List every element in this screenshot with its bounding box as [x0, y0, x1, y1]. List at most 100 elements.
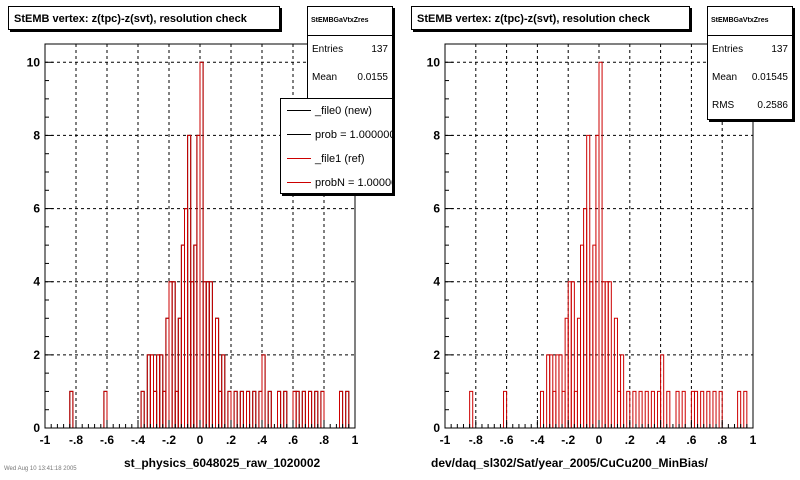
histogram-bin-27	[626, 390, 631, 428]
histogram-bin-39	[301, 390, 306, 428]
stats-rms-row: RMS 0.2586	[708, 92, 792, 120]
x-tick-label-3: -.4	[530, 433, 544, 447]
x-tick-label-9: .8	[717, 433, 727, 447]
timestamp-note: Wed Aug 10 13:41:18 2005	[4, 466, 77, 472]
stats-rms-value: 0.2586	[757, 100, 788, 111]
y-tick-label-5: 10	[27, 55, 41, 69]
histogram-bin-11	[570, 281, 575, 428]
histogram-bin-0	[469, 390, 474, 428]
y-tick-label-2: 4	[433, 275, 440, 289]
histogram-bin-43	[737, 390, 742, 428]
histogram-bin-38	[295, 390, 300, 428]
legend-entry-ref: _file1 (ref)	[281, 147, 392, 171]
legend-label-probn: probN = 1.000000	[315, 177, 392, 189]
x-tick-label-2: -.6	[100, 433, 114, 447]
x-tick-label-10: 1	[352, 433, 359, 447]
histogram-bin-35	[675, 390, 680, 428]
histogram-bin-28	[233, 390, 238, 428]
histogram-bin-26	[221, 354, 226, 428]
histogram-bin-36	[283, 390, 288, 428]
x-tick-label-6: .2	[226, 433, 236, 447]
histogram-bin-42	[320, 390, 325, 428]
x-tick-label-9: .8	[319, 433, 329, 447]
histogram-bin-26	[620, 354, 625, 428]
histogram-bin-41	[712, 390, 717, 428]
x-axis-title: st_physics_6048025_raw_1020002	[124, 456, 321, 470]
histogram-bin-1	[103, 390, 108, 428]
y-tick-label-4: 8	[33, 128, 40, 142]
x-tick-label-8: .6	[686, 433, 696, 447]
histogram-bin-30	[246, 390, 251, 428]
stats-histogram-name: StEMBGaVtxZres	[308, 7, 392, 36]
x-tick-label-4: -.2	[162, 433, 176, 447]
x-tick-label-5: 0	[197, 433, 204, 447]
stats-histogram-name: StEMBGaVtxZres	[708, 7, 792, 36]
legend-line-new	[287, 110, 311, 111]
histogram-bin-36	[681, 390, 686, 428]
histogram-bin-39	[700, 390, 705, 428]
histogram-bin-2	[539, 390, 545, 428]
histogram-bin-31	[252, 390, 257, 428]
histogram-bin-44	[345, 390, 350, 428]
stats-mean-value: 0.01545	[751, 72, 788, 83]
histogram-bin-2	[140, 390, 145, 428]
x-tick-label-7: .4	[656, 433, 666, 447]
chart-title: StEMB vertex: z(tpc)-z(svt), resolution …	[8, 6, 280, 30]
stats-entries-label: Entries	[712, 44, 744, 55]
stats-entries-value: 137	[371, 44, 388, 55]
stats-mean-value: 0.0155	[357, 72, 388, 83]
x-tick-label-7: .4	[257, 433, 267, 447]
histogram-bin-43	[339, 390, 344, 428]
y-tick-label-1: 2	[33, 348, 40, 362]
x-axis-title: dev/daq_sl302/Sat/year_2005/CuCu200_MinB…	[431, 456, 708, 470]
x-tick-label-10: 1	[750, 433, 757, 447]
histogram-bin-30	[644, 390, 649, 428]
y-tick-label-3: 6	[33, 202, 40, 216]
histogram-bin-44	[743, 390, 748, 428]
histogram-bin-31	[650, 390, 655, 428]
histogram-panel-right: -1 -.8 -.6 -.4 -.2 0.2.4.6.8 1 0 2 4 6 8 10 StEMB ve…	[400, 0, 800, 480]
histogram-bin-29	[239, 390, 244, 428]
histogram-bin-34	[267, 390, 272, 428]
histogram-bin-0	[69, 390, 74, 428]
legend-entry-new: _file0 (new)	[281, 99, 392, 123]
x-tick-label-0: -1	[40, 433, 51, 447]
legend: _file0 (new) prob = 1.000000 _file1 (ref…	[280, 98, 393, 194]
x-tick-label-8: .6	[288, 433, 298, 447]
y-tick-label-0: 0	[433, 421, 440, 435]
histogram-bin-1	[503, 390, 508, 428]
stats-mean-row: Mean 0.0155	[308, 64, 392, 92]
x-tick-label-4: -.2	[561, 433, 575, 447]
x-tick-label-0: -1	[440, 433, 451, 447]
x-tick-label-1: -.8	[69, 433, 83, 447]
y-tick-label-2: 4	[33, 275, 40, 289]
stats-entries-value: 137	[771, 44, 788, 55]
histogram-bin-33	[660, 354, 665, 428]
histogram-bin-29	[638, 390, 643, 428]
x-tick-label-1: -.8	[469, 433, 483, 447]
stats-mean-row: Mean 0.01545	[708, 64, 792, 92]
y-tick-label-3: 6	[433, 202, 440, 216]
histogram-bin-23	[208, 281, 213, 428]
histogram-bin-40	[308, 390, 313, 428]
y-tick-label-1: 2	[433, 348, 440, 362]
x-tick-label-2: -.6	[500, 433, 514, 447]
histogram-series-0	[469, 61, 748, 428]
legend-entry-prob: prob = 1.000000	[281, 123, 392, 147]
histogram-bin-11	[171, 281, 176, 428]
stats-box: StEMBGaVtxZres Entries 137 Mean 0.01545 …	[707, 6, 793, 120]
histogram-bin-34	[666, 390, 671, 428]
histogram-bin-35	[277, 390, 282, 428]
histogram-bin-41	[314, 390, 319, 428]
histogram-bin-38	[693, 390, 699, 428]
legend-line-prob	[287, 134, 311, 135]
histogram-bin-24	[215, 317, 220, 428]
legend-line-ref	[287, 158, 311, 159]
histogram-panel-left: -1 -.8 -.6 -.4 -.2 0.2.4.6.8 1 0 2 4 6 8 10 StEMB ve…	[4, 6, 393, 472]
stats-mean-label: Mean	[712, 72, 738, 83]
y-tick-label-4: 8	[433, 128, 440, 142]
histogram-series-1	[69, 61, 350, 428]
y-tick-label-0: 0	[33, 421, 40, 435]
